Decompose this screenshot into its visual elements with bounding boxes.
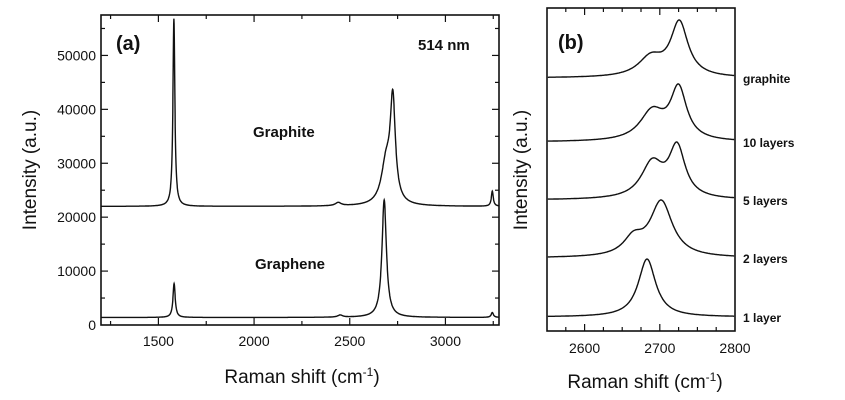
x-tick-label: 2000	[238, 333, 269, 349]
y-tick-label: 50000	[57, 47, 96, 63]
panel-b-spectra	[547, 19, 735, 318]
y-tick-label: 10000	[57, 263, 96, 279]
x-tick-label: 1500	[143, 333, 174, 349]
panel-a-frame	[100, 14, 500, 326]
panel-b-y-axis-label: Intensity (a.u.)	[511, 110, 532, 230]
panel-a: 1500 2000 2500 3000 0 10000 20000 30000 40000 50…	[20, 14, 500, 388]
panel-a-x-axis-label: Raman shift (cm-1)	[224, 365, 379, 388]
y-tick-label: 40000	[57, 101, 96, 117]
panel-b-frame	[546, 7, 736, 332]
panel-b: 2600 2700 2800 graphite 10 layers 5 layers 2 …	[511, 7, 795, 393]
panel-b-x-ticks: 2600 2700 2800	[565, 8, 751, 356]
series-label-10-layers: 10 layers	[743, 136, 795, 150]
spectrum-graphite	[101, 18, 499, 207]
panel-a-spectra	[101, 18, 499, 319]
panel-a-y-axis-label: Intensity (a.u.)	[20, 110, 41, 230]
panel-b-x-axis-label: Raman shift (cm-1)	[567, 370, 722, 393]
panel-a-wavelength-annotation: 514 nm	[418, 37, 470, 54]
y-tick-label: 0	[88, 317, 96, 333]
x-tick-label: 2600	[569, 340, 600, 356]
spectrum-5-layers	[547, 141, 735, 200]
x-tick-label: 3000	[430, 333, 461, 349]
series-label-graphene: Graphene	[255, 256, 325, 273]
y-tick-label: 20000	[57, 209, 96, 225]
series-label-2-layers: 2 layers	[743, 252, 788, 266]
panel-b-label: (b)	[558, 32, 584, 54]
panel-a-label: (a)	[116, 33, 140, 55]
series-label-graphite: graphite	[743, 72, 791, 86]
x-tick-label: 2500	[334, 333, 365, 349]
series-label-1-layer: 1 layer	[743, 311, 781, 325]
series-label-graphite: Graphite	[253, 124, 315, 141]
spectrum-2-layers	[547, 199, 735, 258]
panel-a-y-ticks: 0 10000 20000 30000 40000 50000	[57, 27, 499, 333]
x-tick-label: 2800	[719, 340, 750, 356]
spectrum-1-layer	[547, 258, 735, 318]
x-tick-label: 2700	[644, 340, 675, 356]
y-tick-label: 30000	[57, 155, 96, 171]
spectrum-graphene	[101, 197, 499, 319]
series-label-5-layers: 5 layers	[743, 194, 788, 208]
panel-b-series-labels: graphite 10 layers 5 layers 2 layers 1 layer	[743, 72, 795, 325]
spectrum-10-layers	[547, 83, 735, 142]
spectrum-graphite	[547, 19, 735, 78]
panel-a-x-ticks: 1500 2000 2500 3000	[109, 15, 494, 349]
